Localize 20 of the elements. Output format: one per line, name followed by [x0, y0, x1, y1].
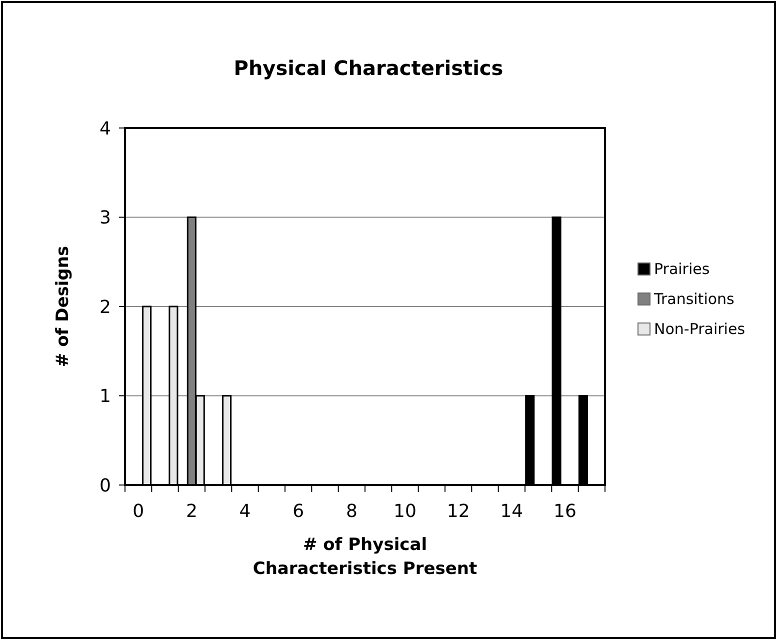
y-axis-title: # of Designs — [53, 246, 73, 368]
x-tick-label: 16 — [554, 501, 576, 522]
legend-label: Transitions — [653, 290, 735, 308]
x-tick-label: 6 — [292, 501, 304, 522]
x-tick-label: 12 — [446, 501, 470, 522]
x-tick-label: 8 — [346, 501, 358, 522]
y-tick-label: 2 — [100, 296, 111, 318]
y-tick-label: 0 — [100, 475, 111, 496]
legend-label: Non-Prairies — [654, 320, 746, 338]
chart-title: Physical Characteristics — [234, 56, 504, 80]
legend-label: Prairies — [654, 260, 710, 278]
x-tick-label: 2 — [186, 501, 198, 522]
y-tick-label: 3 — [100, 208, 111, 229]
x-tick-label: 0 — [132, 501, 144, 522]
x-tick-label: 14 — [500, 501, 524, 522]
x-axis-title: # of Physical Characteristics Present — [252, 535, 478, 579]
y-tick-label: 1 — [100, 386, 111, 408]
x-tick-label: 10 — [394, 501, 416, 522]
y-tick-label: 4 — [100, 118, 111, 140]
x-tick-label: 4 — [239, 501, 251, 522]
